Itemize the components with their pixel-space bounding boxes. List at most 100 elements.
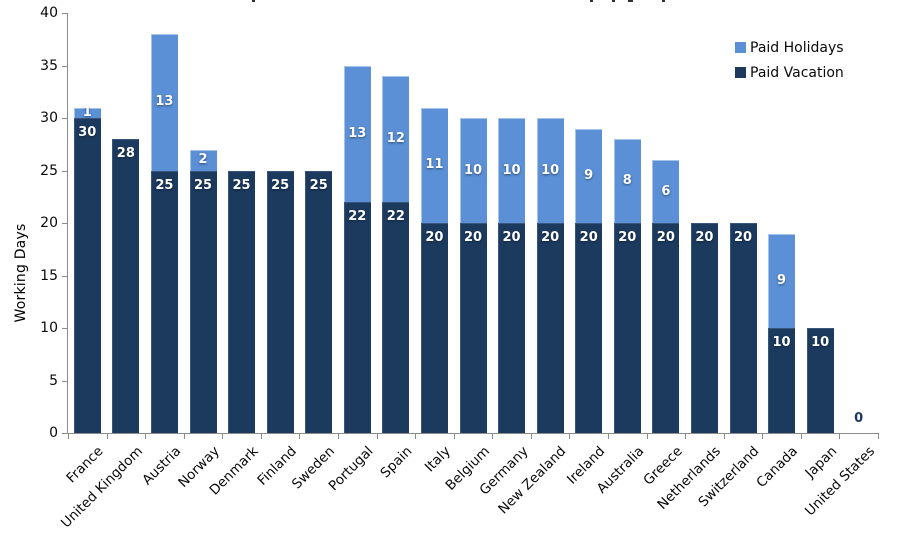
paid-vacation-bar xyxy=(343,202,371,433)
x-tick-mark xyxy=(569,434,571,439)
y-tick-mark xyxy=(62,380,67,382)
cropped-title-fragment xyxy=(590,0,593,2)
paid-holidays-bar xyxy=(150,34,178,171)
y-tick-label: 35 xyxy=(40,57,58,74)
legend-label-paid-vacation: Paid Vacation xyxy=(750,64,844,81)
paid-vacation-value-label: 10 xyxy=(772,335,791,350)
paid-holidays-value-label: 13 xyxy=(348,125,367,141)
paid-holidays-value-label: 1 xyxy=(82,104,92,120)
x-tick-mark xyxy=(492,434,494,439)
paid-holidays-bar xyxy=(498,118,526,223)
y-tick-label: 15 xyxy=(40,267,58,284)
paid-vacation-value-label: 30 xyxy=(78,125,97,140)
x-tick-mark xyxy=(68,434,69,439)
legend-label-paid-holidays: Paid Holidays xyxy=(750,39,844,56)
paid-vacation-value-label: 10 xyxy=(811,335,830,350)
x-tick-mark xyxy=(106,434,108,439)
paid-vacation-bar xyxy=(150,170,178,433)
paid-vacation-bar xyxy=(382,202,410,433)
paid-vacation-bar xyxy=(613,223,641,433)
y-tick-label: 0 xyxy=(49,425,58,441)
paid-holidays-bar xyxy=(382,76,410,202)
paid-vacation-bar xyxy=(575,223,603,433)
paid-vacation-bar xyxy=(112,139,140,433)
x-tick-mark xyxy=(762,434,764,439)
paid-vacation-value-label: 20 xyxy=(618,230,637,245)
paid-vacation-value-label: 22 xyxy=(348,209,367,224)
y-tick-mark xyxy=(62,328,67,329)
paid-holidays-value-label: 8 xyxy=(622,173,632,188)
paid-vacation-value-label: 20 xyxy=(463,230,483,245)
paid-vacation-value-label: 28 xyxy=(116,146,135,161)
x-tick-mark xyxy=(145,434,147,439)
paid-holidays-value-label: 12 xyxy=(386,131,405,146)
paid-holidays-value-label: 6 xyxy=(661,183,671,199)
y-tick-label: 30 xyxy=(40,110,58,126)
y-tick-label: 5 xyxy=(49,372,58,389)
x-tick-mark xyxy=(415,434,417,439)
y-tick-mark xyxy=(62,275,67,277)
paid-holidays-bar xyxy=(343,65,371,202)
x-tick-mark xyxy=(299,434,301,439)
paid-holidays-value-label: 9 xyxy=(777,272,787,288)
x-tick-mark xyxy=(183,434,185,439)
paid-vacation-bar xyxy=(806,328,834,433)
paid-vacation-bar xyxy=(266,170,294,433)
paid-vacation-value-label: 25 xyxy=(271,177,290,193)
y-tick-mark xyxy=(62,170,67,172)
paid-holidays-value-label: 13 xyxy=(155,94,174,110)
x-tick-mark xyxy=(222,434,224,439)
x-tick-mark xyxy=(608,434,609,439)
paid-vacation-swatch-icon xyxy=(735,67,746,78)
paid-vacation-bar xyxy=(768,328,796,433)
paid-holidays-value-label: 11 xyxy=(425,157,444,173)
paid-vacation-value-label: 20 xyxy=(656,230,675,245)
paid-holidays-value-label: 10 xyxy=(541,162,560,178)
x-axis-category-label: Italy xyxy=(422,443,455,476)
y-tick-label: 40 xyxy=(40,5,58,21)
paid-vacation-value-label: 20 xyxy=(695,230,714,245)
x-tick-mark xyxy=(530,434,532,439)
x-axis-category-label: Spain xyxy=(377,443,416,482)
paid-vacation-value-label: 25 xyxy=(193,177,213,193)
paid-vacation-bar xyxy=(690,223,718,433)
paid-vacation-value-label: 20 xyxy=(541,230,560,245)
paid-vacation-value-label: 22 xyxy=(386,209,405,224)
paid-vacation-bar xyxy=(228,170,256,433)
paid-holidays-bar xyxy=(652,160,680,223)
y-tick-mark xyxy=(62,223,67,224)
paid-vacation-bar xyxy=(459,223,487,433)
legend-item-paid-holidays: Paid Holidays xyxy=(735,35,844,60)
cropped-title-fragment xyxy=(612,0,615,2)
legend: Paid Holidays Paid Vacation xyxy=(735,35,844,85)
paid-holidays-bar xyxy=(459,118,487,223)
paid-vacation-value-label: 25 xyxy=(309,177,328,193)
y-tick-label: 25 xyxy=(40,162,58,179)
legend-item-paid-vacation: Paid Vacation xyxy=(735,60,844,85)
y-tick-label: 10 xyxy=(40,320,58,336)
y-axis-line xyxy=(67,13,68,434)
paid-vacation-value-label: 20 xyxy=(502,230,521,245)
cropped-title-fragment xyxy=(662,0,665,2)
x-tick-mark xyxy=(453,434,455,439)
paid-holidays-value-label: 2 xyxy=(198,152,208,167)
paid-holidays-bar xyxy=(536,118,564,223)
paid-vacation-value-label: 25 xyxy=(232,177,251,193)
y-tick-mark xyxy=(62,65,67,67)
paid-vacation-bar xyxy=(420,223,448,433)
x-tick-mark xyxy=(260,434,262,439)
paid-vacation-bar xyxy=(305,170,333,433)
x-tick-mark xyxy=(338,434,339,439)
paid-vacation-value-label: 0 xyxy=(854,411,864,426)
x-axis-category-label: Canada xyxy=(753,443,802,491)
paid-vacation-value-label: 20 xyxy=(733,230,753,245)
x-axis-line xyxy=(67,433,879,434)
x-tick-mark xyxy=(376,434,378,439)
paid-vacation-bar xyxy=(498,223,526,433)
paid-vacation-bar xyxy=(536,223,564,433)
cropped-title-fragment xyxy=(252,0,255,2)
paid-holidays-bar xyxy=(613,139,641,223)
y-tick-mark xyxy=(62,13,67,14)
paid-holidays-bar xyxy=(189,149,217,171)
